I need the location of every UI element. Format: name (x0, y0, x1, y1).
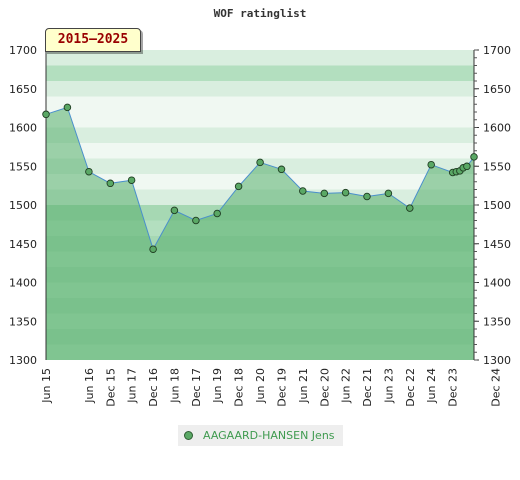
data-point (470, 153, 478, 161)
y-tick-label-right: 1550 (483, 160, 511, 173)
data-point (463, 162, 471, 171)
y-tick-label-left: 1400 (9, 277, 37, 290)
x-tick-label: Dec 22 (404, 368, 417, 407)
x-tick-label: Jun 21 (297, 368, 310, 404)
x-tick-label: Jun 19 (211, 368, 224, 404)
x-tick-label: Dec 16 (147, 368, 160, 407)
period-badge: 2015–2025 (45, 28, 141, 52)
background-band (46, 112, 474, 128)
x-tick-label: Dec 24 (489, 368, 502, 407)
data-point (127, 176, 136, 184)
data-point (213, 209, 221, 218)
data-points (42, 103, 478, 253)
x-tick-label: Dec 15 (104, 368, 117, 407)
data-point (277, 165, 286, 174)
data-point (363, 192, 371, 201)
data-point (341, 188, 350, 197)
background-band (46, 143, 474, 159)
x-tick-label: Dec 21 (361, 368, 374, 407)
y-tick-label-right: 1400 (483, 277, 511, 290)
x-tick-label: Jun 22 (340, 368, 353, 404)
x-tick-label: Dec 18 (233, 368, 246, 407)
legend: AAGAARD-HANSEN Jens (178, 425, 343, 446)
x-tick-label: Dec 23 (447, 368, 460, 407)
data-point (170, 206, 179, 215)
background-band (46, 81, 474, 97)
y-tick-label-left: 1650 (9, 83, 37, 96)
data-point (234, 182, 243, 191)
y-tick-label-left: 1350 (9, 315, 37, 328)
x-tick-label: Jun 20 (254, 368, 267, 404)
background-band (46, 50, 474, 66)
y-tick-label-left: 1550 (9, 160, 37, 173)
background-band (46, 65, 474, 81)
x-tick-label: Dec 20 (318, 368, 331, 407)
data-point (256, 158, 264, 167)
y-tick-label-left: 1500 (9, 199, 37, 212)
x-tick-label: Jun 16 (83, 368, 96, 404)
background-band (46, 127, 474, 143)
legend-label: AAGAARD-HANSEN Jens (203, 429, 335, 442)
x-axis: Jun 15 Dec 15 Jun 16 Dec 16 Jun 17 Dec 17 Jun … (40, 368, 502, 407)
y-tick-label-left: 1450 (9, 238, 37, 251)
x-tick-label: Jun 23 (382, 368, 395, 404)
data-point (42, 110, 50, 119)
y-axis-left: 1300 1350 1400 1450 1500 1550 1600 1650 1700 (9, 44, 37, 367)
x-tick-label: Dec 17 (190, 368, 203, 407)
x-tick-label: Jun 15 (40, 368, 53, 404)
y-tick-label-right: 1500 (483, 199, 511, 212)
data-point (406, 204, 414, 212)
rating-area-fill (46, 107, 474, 361)
y-tick-label-right: 1700 (483, 44, 511, 57)
y-tick-label-right: 1600 (483, 122, 511, 135)
x-tick-label: Dec 19 (276, 368, 289, 407)
y-tick-label-right: 1300 (483, 354, 511, 367)
y-tick-label-left: 1700 (9, 44, 37, 57)
y-tick-label-right: 1650 (483, 83, 511, 96)
y-tick-label-left: 1600 (9, 122, 37, 135)
data-point (106, 179, 115, 188)
x-tick-label: Jun 17 (126, 368, 139, 404)
x-tick-label: Jun 24 (425, 368, 438, 404)
y-tick-label-left: 1300 (9, 354, 37, 367)
y-axis-right: 1300 1350 1400 1450 1500 1550 1600 1650 1700 (474, 44, 511, 367)
data-point (427, 160, 435, 169)
x-tick-label: Jun 18 (168, 368, 181, 404)
data-point (320, 189, 329, 198)
data-point (85, 167, 93, 176)
data-point (192, 216, 200, 225)
chart-title: WOF ratinglist (214, 7, 307, 20)
period-badge-label: 2015–2025 (57, 32, 129, 47)
data-point (149, 245, 157, 253)
legend-marker-icon (184, 431, 193, 440)
background-band (46, 96, 474, 112)
y-tick-label-right: 1350 (483, 315, 511, 328)
data-point (384, 189, 393, 198)
data-point (63, 103, 72, 112)
data-point (299, 187, 307, 195)
y-tick-label-right: 1450 (483, 238, 511, 251)
